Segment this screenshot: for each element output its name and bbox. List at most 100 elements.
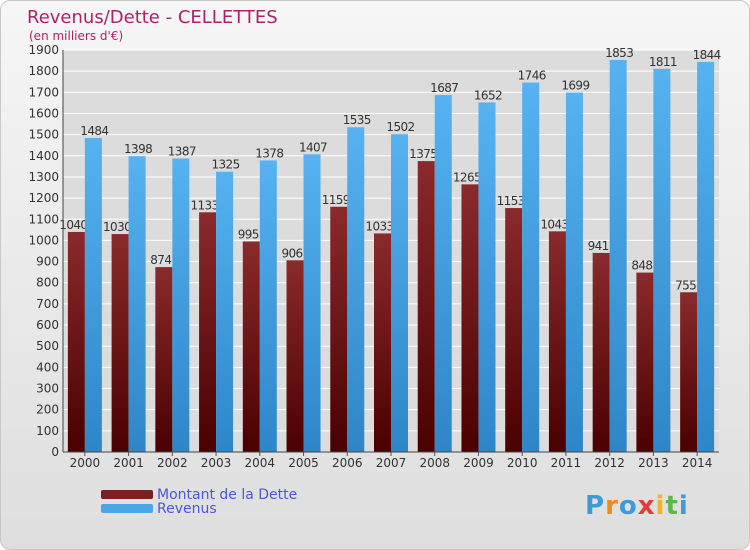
y-tick-label: 1500 [28,128,59,142]
bar-revenus [216,171,234,452]
data-label-dette: 941 [588,239,609,253]
bar-dette [636,272,654,452]
legend-label-dette: Montant de la Dette [157,487,298,503]
x-tick-label: 2004 [245,456,276,470]
y-tick-label: 1000 [28,233,59,247]
data-label-revenus: 1844 [693,48,721,62]
legend-swatch-dette [101,490,153,499]
bar-dette [592,252,610,452]
bar-dette [461,184,479,452]
bar-revenus [478,102,496,452]
data-label-revenus: 1378 [255,146,283,160]
data-label-revenus: 1484 [80,124,108,138]
bar-dette [505,208,523,452]
x-tick-label: 2013 [638,456,669,470]
bar-revenus [653,68,671,452]
x-tick-label: 2000 [70,456,101,470]
bar-dette [199,212,217,452]
data-label-dette: 755 [675,278,696,292]
y-tick-label: 300 [36,382,59,396]
bar-dette [548,231,566,452]
y-tick-label: 600 [36,318,59,332]
bar-revenus [565,92,583,452]
data-label-revenus: 1398 [124,142,152,156]
y-tick-label: 400 [36,360,59,374]
legend-swatch-revenus [101,504,153,513]
data-label-revenus: 1387 [168,145,196,159]
bar-dette [680,292,698,452]
data-label-revenus: 1811 [649,55,677,69]
legend-item-dette: Montant de la Dette [101,487,401,503]
data-label-dette: 1030 [103,220,131,234]
x-tick-label: 2001 [113,456,144,470]
data-label-dette: 848 [631,259,652,273]
data-label-revenus: 1652 [474,88,502,102]
y-tick-label: 1100 [28,212,59,226]
x-tick-label: 2008 [419,456,450,470]
data-label-dette: 1033 [365,219,393,233]
y-tick-label: 500 [36,339,59,353]
data-label-dette: 1265 [453,170,481,184]
bar-revenus [303,154,321,453]
bar-revenus [84,138,102,452]
data-label-dette: 1159 [322,193,350,207]
y-tick-label: 1700 [28,85,59,99]
data-label-dette: 1043 [540,217,568,231]
data-label-dette: 1153 [497,194,525,208]
chart-title: Revenus/Dette - CELLETTES [27,7,278,28]
x-tick-label: 2006 [332,456,363,470]
bar-dette [286,260,304,452]
proxiti-logo: Proxiti [585,491,689,521]
x-tick-label: 2002 [157,456,188,470]
y-tick-label: 100 [36,424,59,438]
data-label-dette: 1133 [190,198,218,212]
x-tick-label: 2007 [376,456,407,470]
x-tick-label: 2003 [201,456,232,470]
y-tick-label: 900 [36,255,59,269]
data-label-revenus: 1502 [386,120,414,134]
data-label-revenus: 1325 [211,158,239,172]
x-tick-label: 2014 [682,456,713,470]
bar-revenus [697,61,715,452]
y-tick-label: 1400 [28,149,59,163]
data-label-dette: 1040 [59,218,87,232]
data-label-revenus: 1535 [343,113,371,127]
x-tick-label: 2009 [463,456,494,470]
y-tick-label: 1600 [28,106,59,120]
y-tick-label: 800 [36,276,59,290]
bar-revenus [522,82,540,452]
data-label-dette: 906 [281,246,302,260]
y-tick-label: 1900 [28,43,59,57]
y-tick-label: 700 [36,297,59,311]
y-tick-label: 0 [51,445,59,459]
bar-revenus [128,156,146,452]
data-label-dette: 874 [150,253,171,267]
bar-dette [155,267,173,452]
x-tick-label: 2011 [551,456,582,470]
data-label-revenus: 1853 [605,46,633,60]
legend-item-revenus: Revenus [101,501,401,517]
bar-dette [374,233,391,452]
data-label-revenus: 1407 [299,140,327,154]
bar-dette [330,206,348,452]
bar-revenus [347,127,365,452]
x-tick-label: 2010 [507,456,538,470]
bar-dette [111,234,129,452]
data-label-revenus: 1699 [561,79,589,93]
chart-subtitle: (en milliers d'€) [29,29,124,43]
bar-revenus [391,134,408,452]
x-tick-label: 2005 [288,456,319,470]
data-label-dette: 1375 [409,147,437,161]
x-tick-label: 2012 [594,456,625,470]
bar-revenus [172,158,190,453]
bar-revenus [609,59,627,452]
y-tick-label: 200 [36,403,59,417]
bar-dette [417,161,435,452]
y-tick-label: 1300 [28,170,59,184]
bar-dette [242,241,260,452]
bar-revenus [259,160,277,452]
y-tick-label: 1200 [28,191,59,205]
data-label-revenus: 1687 [430,81,458,95]
